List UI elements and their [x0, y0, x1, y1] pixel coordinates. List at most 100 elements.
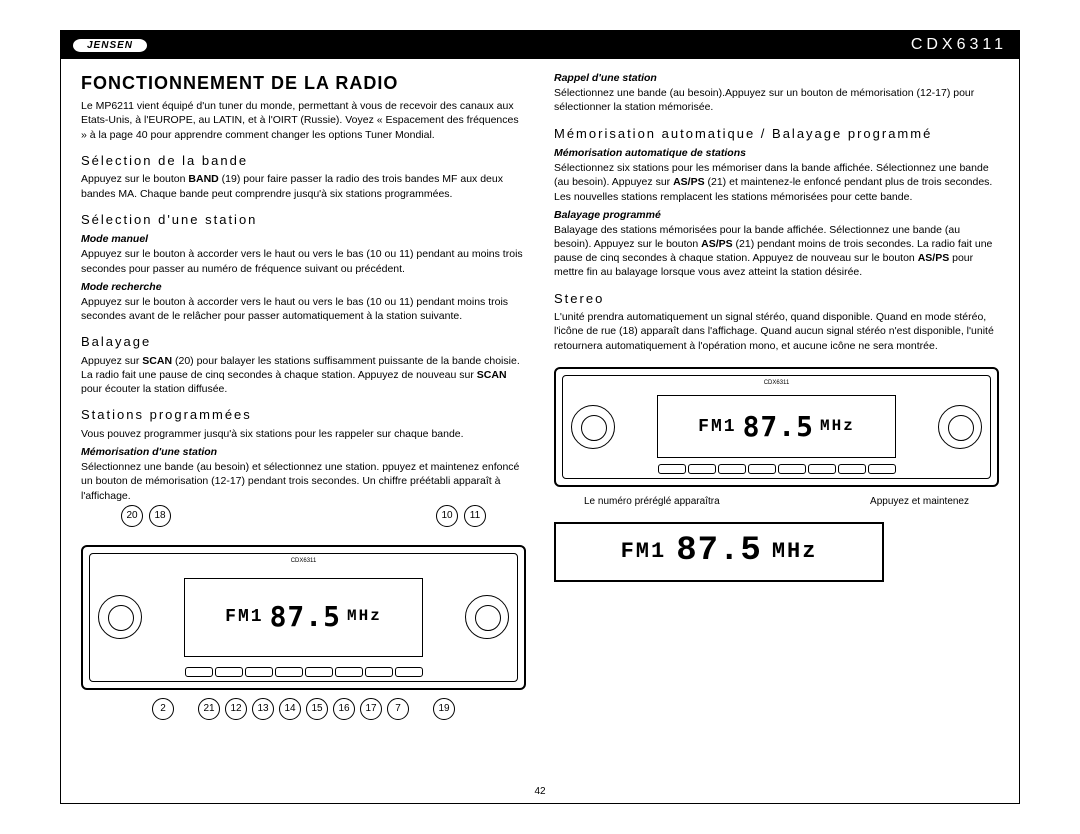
preset-buttons: [658, 464, 896, 474]
section-stereo: Stereo: [554, 290, 999, 308]
caption-right: Appuyez et maintenez: [870, 495, 969, 509]
callout-circle: 21: [198, 698, 220, 720]
section-band: Sélection de la bande: [81, 152, 526, 170]
preset-btn: [718, 464, 746, 474]
radio-face: FM1 87.5 MHz CDX6311: [562, 375, 991, 479]
search-paragraph: Appuyez sur le bouton à accorder vers le…: [81, 295, 526, 323]
preset-btn: [395, 667, 423, 677]
lcd-band: FM1: [698, 415, 736, 439]
model-tiny: CDX6311: [291, 557, 317, 565]
preset-btn: [808, 464, 836, 474]
lcd-unit: MHz: [772, 537, 818, 567]
callout-circle: 18: [149, 505, 171, 527]
recall-paragraph: Sélectionnez une bande (au besoin).Appuy…: [554, 86, 999, 114]
preset-btn: [658, 464, 686, 474]
right-column: Rappel d'une station Sélectionnez une ba…: [554, 71, 999, 720]
page-number: 42: [534, 786, 545, 797]
bottom-callouts: 2 21 12 13 14 15 16 17 7 19: [81, 698, 526, 720]
tune-knob-icon: [938, 405, 982, 449]
lcd-display: FM1 87.5 MHz: [184, 578, 423, 657]
lcd-unit: MHz: [820, 416, 855, 438]
radio-diagram-right: FM1 87.5 MHz CDX6311: [554, 367, 999, 487]
preset-btn: [245, 667, 273, 677]
callout-circle: 20: [121, 505, 143, 527]
section-presets: Stations programmées: [81, 406, 526, 424]
txt: Appuyez sur: [81, 355, 142, 367]
top-callouts: 20 18 10 11: [81, 505, 526, 531]
lcd-display: FM1 87.5 MHz: [657, 395, 896, 458]
page-header: JENSEN CDX6311: [61, 31, 1019, 59]
radio-captions: Le numéro préréglé apparaîtra Appuyez et…: [584, 495, 969, 509]
callout-circle: 7: [387, 698, 409, 720]
autostore-paragraph: Sélectionnez six stations pour les mémor…: [554, 161, 999, 204]
preset-btn: [868, 464, 896, 474]
txt-bold: AS/PS: [701, 238, 733, 250]
callout-circle: 10: [436, 505, 458, 527]
preset-btn: [748, 464, 776, 474]
stereo-paragraph: L'unité prendra automatiquement un signa…: [554, 310, 999, 353]
txt-bold: AS/PS: [673, 176, 705, 188]
lcd-freq: 87.5: [743, 408, 814, 446]
model-number: CDX6311: [911, 36, 1007, 54]
callout-circle: 19: [433, 698, 455, 720]
main-title: FONCTIONNEMENT DE LA RADIO: [81, 71, 526, 95]
manual-page: JENSEN CDX6311 FONCTIONNEMENT DE LA RADI…: [60, 30, 1020, 804]
preset-btn: [838, 464, 866, 474]
lcd-band: FM1: [621, 537, 667, 567]
callout-circle: 2: [152, 698, 174, 720]
left-column: FONCTIONNEMENT DE LA RADIO Le MP6211 vie…: [81, 71, 526, 720]
txt-bold: SCAN: [142, 355, 172, 367]
section-scan: Balayage: [81, 333, 526, 351]
radio-diagram-left: FM1 87.5 MHz CDX6311: [81, 545, 526, 690]
model-tiny: CDX6311: [764, 379, 790, 387]
preset-btn: [275, 667, 303, 677]
sub-manual: Mode manuel: [81, 232, 526, 246]
preset-btn: [688, 464, 716, 474]
sub-presetscan: Balayage programmé: [554, 208, 999, 222]
txt: Appuyez sur le bouton: [81, 173, 188, 185]
callout-circle: 11: [464, 505, 486, 527]
callout-circle: 13: [252, 698, 274, 720]
tune-knob-icon: [465, 595, 509, 639]
brand-logo: JENSEN: [73, 39, 147, 52]
preset-btn: [365, 667, 393, 677]
preset-btn: [215, 667, 243, 677]
manual-paragraph: Appuyez sur le bouton à accorder vers le…: [81, 247, 526, 275]
callout-circle: 12: [225, 698, 247, 720]
txt: pour écouter la station diffusée.: [81, 383, 227, 395]
preset-buttons: [185, 667, 423, 677]
caption-left: Le numéro préréglé apparaîtra: [584, 495, 720, 509]
lcd-closeup: FM1 87.5 MHz: [554, 522, 884, 582]
sub-store: Mémorisation d'une station: [81, 445, 526, 459]
callout-circle: 17: [360, 698, 382, 720]
presets-paragraph: Vous pouvez programmer jusqu'à six stati…: [81, 427, 526, 441]
presetscan-paragraph: Balayage des stations mémorisées pour la…: [554, 223, 999, 280]
txt-bold: AS/PS: [918, 252, 950, 264]
preset-btn: [185, 667, 213, 677]
callout-circle: 14: [279, 698, 301, 720]
callout-circle: 16: [333, 698, 355, 720]
sub-search: Mode recherche: [81, 280, 526, 294]
txt-bold: BAND: [188, 173, 218, 185]
preset-btn: [778, 464, 806, 474]
volume-knob-icon: [98, 595, 142, 639]
callout-circle: 15: [306, 698, 328, 720]
store-paragraph: Sélectionnez une bande (au besoin) et sé…: [81, 460, 526, 503]
scan-paragraph: Appuyez sur SCAN (20) pour balayer les s…: [81, 354, 526, 397]
sub-recall: Rappel d'une station: [554, 71, 999, 85]
intro-text: Le MP6211 vient équipé d'un tuner du mon…: [81, 99, 526, 142]
sub-autostore: Mémorisation automatique de stations: [554, 146, 999, 160]
preset-btn: [335, 667, 363, 677]
lcd-band: FM1: [225, 605, 263, 629]
lcd-freq: 87.5: [270, 598, 341, 636]
volume-knob-icon: [571, 405, 615, 449]
section-autostore: Mémorisation automatique / Balayage prog…: [554, 125, 999, 143]
txt-bold: SCAN: [477, 369, 507, 381]
radio-face: FM1 87.5 MHz CDX6311: [89, 553, 518, 682]
lcd-unit: MHz: [347, 606, 382, 628]
preset-btn: [305, 667, 333, 677]
section-station: Sélection d'une station: [81, 211, 526, 229]
content-columns: FONCTIONNEMENT DE LA RADIO Le MP6211 vie…: [61, 59, 1019, 720]
lcd-freq: 87.5: [676, 529, 762, 575]
band-paragraph: Appuyez sur le bouton BAND (19) pour fai…: [81, 172, 526, 200]
